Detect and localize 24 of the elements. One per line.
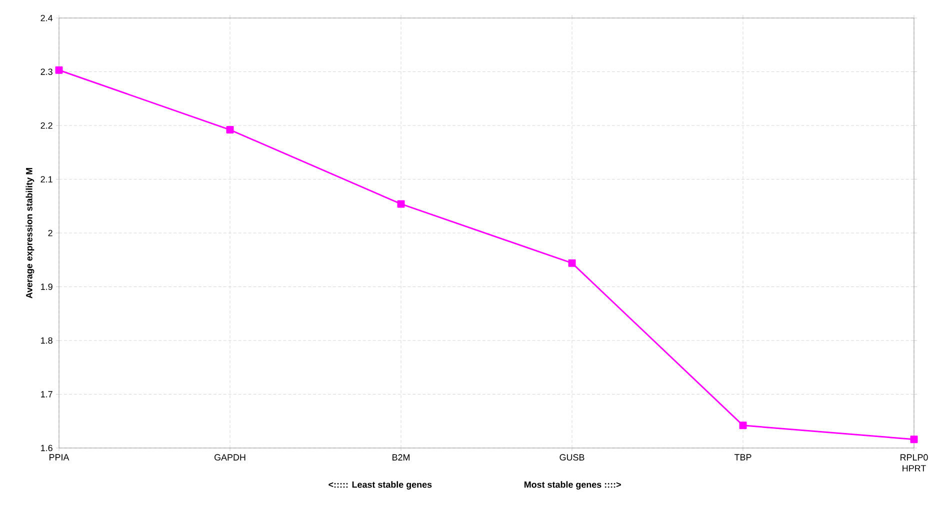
x-tick-label: TBP (734, 454, 752, 460)
y-tick-label: 1.8 (41, 337, 52, 344)
x-tick-label: PPIA (50, 454, 70, 460)
y-axis-title: Average expression stability M (26, 168, 34, 298)
point (226, 126, 234, 134)
point (739, 422, 747, 430)
y-tick-label: 1.6 (41, 444, 52, 452)
x-tick-label: GUSB (560, 454, 584, 461)
y-tick-label: 2.3 (40, 68, 52, 75)
x-tick-label: RPLP0 HPRT (900, 454, 928, 472)
point (55, 66, 63, 74)
y-tick-label: 2.4 (40, 14, 53, 22)
x-tick-label: GAPDH (214, 454, 246, 461)
y-tick-label: 2.1 (40, 176, 52, 182)
y-tick-label: 2 (48, 230, 52, 236)
point (910, 436, 918, 444)
x-tick-label: B2M (392, 454, 410, 460)
text: Most stable genes ::::> (524, 481, 621, 490)
y-tick-label: 1.7 (41, 391, 52, 398)
x-axis-title: <::::: Least stable genes (328, 481, 432, 490)
y-tick-label: 1.9 (41, 284, 52, 290)
y-tick-label: 2.2 (40, 122, 52, 129)
point (568, 259, 576, 267)
point (397, 200, 405, 208)
